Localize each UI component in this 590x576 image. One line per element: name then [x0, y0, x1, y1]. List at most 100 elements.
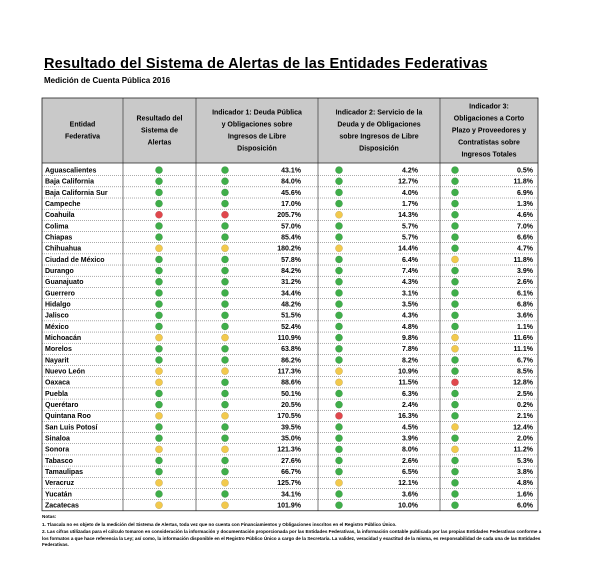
- traffic-light: [221, 389, 229, 398]
- indicator-value: 27.6%: [281, 458, 302, 465]
- indicator-value: 2.6%: [402, 458, 419, 465]
- state-name: Baja California: [45, 179, 94, 186]
- traffic-light: [335, 456, 343, 465]
- traffic-light: [155, 378, 163, 387]
- indicator-value: 1.3%: [517, 201, 534, 208]
- traffic-light: [451, 367, 459, 375]
- traffic-light: [221, 210, 229, 219]
- indicator-value: 6.5%: [402, 469, 419, 476]
- traffic-light: [335, 244, 343, 253]
- state-name: Campeche: [45, 201, 81, 208]
- traffic-light: [155, 311, 163, 320]
- header-text: Indicador 2: Servicio de la: [336, 109, 423, 116]
- traffic-light: [221, 434, 229, 442]
- indicator-value: 4.2%: [402, 167, 419, 174]
- traffic-light: [335, 210, 343, 219]
- traffic-light: [155, 479, 163, 487]
- indicator-value: 17.0%: [281, 201, 302, 208]
- traffic-light: [335, 367, 343, 375]
- indicator-value: 50.1%: [281, 391, 302, 398]
- indicator-value: 86.2%: [281, 357, 302, 364]
- traffic-light: [335, 177, 343, 186]
- traffic-light: [221, 277, 229, 286]
- traffic-light: [335, 322, 343, 331]
- traffic-light: [335, 300, 343, 308]
- traffic-light: [155, 177, 163, 186]
- indicator-value: 12.8%: [513, 380, 534, 387]
- indicator-value: 3.5%: [402, 301, 419, 308]
- traffic-light: [221, 233, 229, 241]
- indicator-value: 57.0%: [281, 223, 302, 230]
- traffic-light: [155, 188, 163, 197]
- indicator-value: 34.1%: [281, 491, 302, 498]
- traffic-light: [155, 289, 163, 297]
- traffic-light: [451, 400, 459, 409]
- indicator-value: 2.0%: [517, 436, 534, 443]
- indicator-value: 6.3%: [402, 391, 419, 398]
- indicator-value: 7.8%: [402, 346, 419, 353]
- traffic-light: [451, 199, 459, 208]
- indicator-value: 6.0%: [517, 503, 534, 510]
- subtitle: Medición de Cuenta Pública 2016: [44, 76, 171, 85]
- indicator-value: 117.3%: [278, 368, 302, 375]
- indicator-value: 9.8%: [402, 335, 419, 342]
- traffic-light: [451, 266, 459, 275]
- indicator-value: 205.7%: [277, 212, 302, 219]
- indicator-value: 39.5%: [281, 424, 302, 431]
- traffic-light: [451, 490, 459, 498]
- header-text: Disposición: [359, 145, 399, 152]
- traffic-light: [221, 345, 229, 353]
- indicator-value: 180.2%: [277, 246, 302, 253]
- traffic-light: [335, 412, 343, 420]
- traffic-light: [451, 389, 459, 398]
- state-name: Guerrero: [45, 290, 75, 297]
- traffic-light: [335, 277, 343, 286]
- indicator-value: 7.0%: [517, 223, 534, 230]
- header-text: Contratistas sobre: [458, 139, 520, 146]
- traffic-light: [155, 434, 163, 442]
- traffic-light: [221, 300, 229, 308]
- table: Entidad Federativa Resultado del Sistema de…: [41, 97, 539, 512]
- traffic-light: [451, 277, 459, 286]
- traffic-light: [451, 333, 459, 342]
- indicator-value: 3.9%: [402, 436, 419, 443]
- state-name: Tamaulipas: [45, 469, 83, 476]
- state-name: Yucatán: [45, 491, 72, 498]
- state-name: Puebla: [45, 391, 68, 398]
- traffic-light: [335, 233, 343, 241]
- traffic-light: [221, 266, 229, 275]
- header-text: Indicador 3:: [469, 103, 509, 110]
- traffic-light: [155, 389, 163, 398]
- indicator-value: 4.0%: [402, 190, 419, 197]
- indicator-value: 0.5%: [517, 167, 534, 174]
- traffic-light: [451, 289, 459, 297]
- indicator-value: 7.4%: [402, 268, 419, 275]
- title: Resultado del Sistema de Alertas de las …: [44, 56, 488, 72]
- traffic-light: [221, 501, 229, 509]
- indicator-value: 88.6%: [281, 380, 302, 387]
- indicator-value: 10.0%: [398, 503, 419, 510]
- header-text: Obligaciones a Corto: [454, 115, 524, 122]
- state-name: México: [45, 324, 69, 331]
- traffic-light: [155, 266, 163, 275]
- traffic-light: [451, 501, 459, 509]
- indicator-value: 34.4%: [281, 290, 302, 297]
- indicator-value: 11.8%: [514, 179, 534, 186]
- traffic-light: [221, 356, 229, 364]
- state-name: Querétaro: [45, 402, 78, 409]
- traffic-light: [221, 423, 229, 431]
- indicator-value: 101.9%: [277, 503, 302, 510]
- indicator-value: 2.5%: [517, 391, 534, 398]
- state-name: Hidalgo: [45, 301, 71, 308]
- state-name: Tabasco: [45, 458, 73, 465]
- indicator-value: 8.2%: [402, 357, 419, 364]
- indicator-value: 57.8%: [281, 257, 302, 264]
- traffic-light: [221, 333, 229, 342]
- notes-title: Notas:: [42, 514, 57, 519]
- traffic-light: [335, 222, 343, 230]
- indicator-value: 43.1%: [281, 167, 302, 174]
- indicator-value: 11.2%: [514, 447, 534, 454]
- traffic-light: [451, 188, 459, 197]
- traffic-light: [221, 289, 229, 297]
